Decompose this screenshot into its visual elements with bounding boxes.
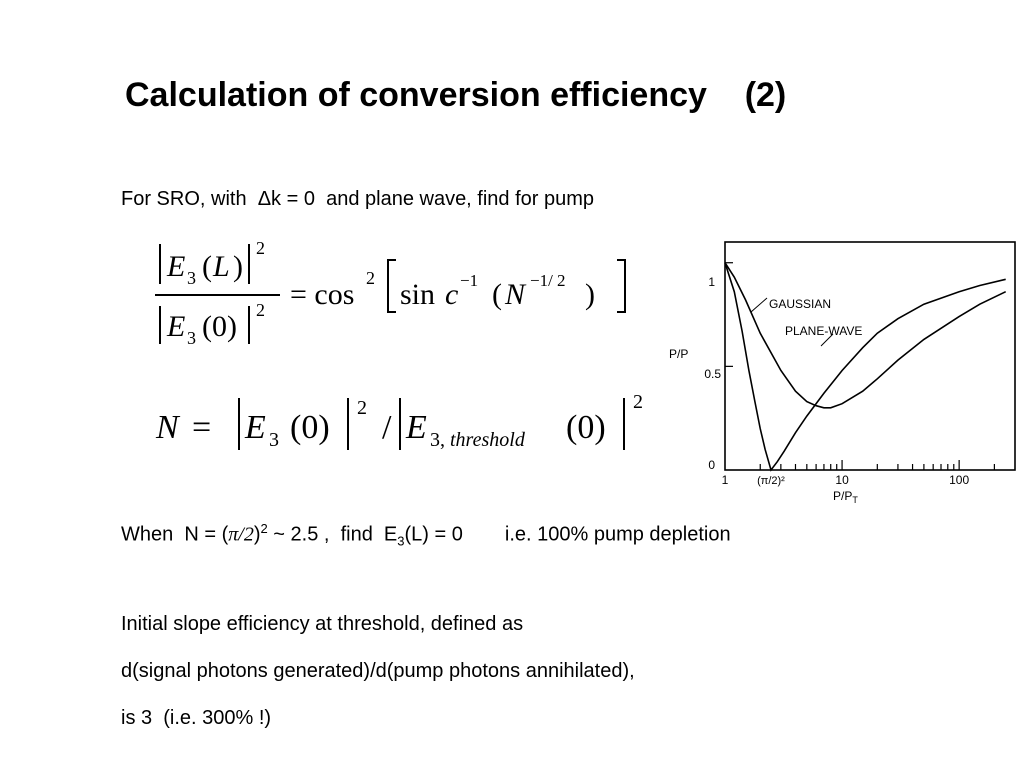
y-tick-label-1: 1 — [708, 275, 715, 289]
series-gaussian-line — [724, 262, 1007, 409]
svg-text:2: 2 — [366, 268, 375, 288]
svg-text:E: E — [244, 409, 266, 446]
svg-text:3: 3 — [187, 268, 196, 288]
svg-text:threshold: threshold — [450, 429, 526, 451]
svg-text:2: 2 — [256, 238, 265, 258]
svg-text:3: 3 — [187, 328, 196, 348]
eq1-numerator: E 3 ( L ) 2 — [159, 238, 265, 288]
legend-plane-wave: PLANE-WAVE — [785, 324, 862, 338]
svg-text:(: ( — [492, 278, 502, 311]
svg-text:L: L — [212, 250, 230, 283]
svg-text:=: = — [192, 409, 211, 446]
svg-text:N: N — [504, 278, 527, 311]
legend-gaussian: GAUSSIAN — [769, 297, 831, 311]
svg-text:N: N — [155, 409, 181, 446]
x-axis-label: P/PT — [833, 489, 858, 505]
slope-line-1: Initial slope efficiency at threshold, d… — [121, 613, 524, 635]
svg-text:2: 2 — [256, 300, 265, 320]
svg-text:c: c — [445, 278, 458, 311]
svg-text:(π/2)²: (π/2)² — [757, 475, 785, 487]
when-line: When N = (π/2)2 ~ 2.5 , find E3(L) = 0 i.… — [121, 521, 731, 549]
svg-text:(0): (0) — [290, 409, 330, 446]
x-tick-label-1: 1 — [722, 473, 729, 487]
svg-text:3,: 3, — [430, 429, 445, 451]
svg-text:−1: −1 — [460, 271, 478, 290]
y-tick-label-0.5: 0.5 — [704, 367, 721, 381]
svg-text:3: 3 — [269, 429, 279, 451]
svg-text:E: E — [405, 409, 427, 446]
svg-text:E: E — [166, 310, 185, 343]
svg-text:2: 2 — [357, 397, 367, 419]
svg-text:(0): (0) — [566, 409, 606, 446]
svg-text:(: ( — [202, 250, 212, 283]
efficiency-graph: GAUSSIAN PLANE-WAVE 1 0.5 0 P/P 1 (π/2)²… — [655, 232, 1021, 506]
eq1-rhs: = cos 2 sin c −1 ( N −1/ 2 ) — [290, 259, 626, 313]
svg-text:/: / — [382, 409, 392, 446]
x-tick-label-100: 100 — [949, 473, 969, 487]
eq1-denominator: E 3 (0) 2 — [159, 300, 265, 348]
slope-line-3: is 3 (i.e. 300% !) — [121, 707, 272, 729]
intro-text: For SRO, with Δk = 0 and plane wave, fin… — [121, 188, 595, 210]
svg-text:sin: sin — [400, 278, 435, 311]
series-plane-wave-line — [724, 262, 1006, 472]
equation-conversion: E 3 ( L ) 2 E 3 (0) 2 = cos 2 sin c −1 (… — [155, 238, 626, 348]
page-title: Calculation of conversion efficiency (2) — [125, 76, 787, 114]
svg-text:): ) — [233, 250, 243, 283]
x-tick-label-pi-half-squared: (π/2)² — [757, 475, 785, 487]
svg-text:2: 2 — [633, 391, 643, 413]
plot-frame — [724, 241, 1016, 471]
equation-n-definition: N = E 3 (0) 2 / E 3, threshold (0) 2 — [155, 391, 643, 451]
svg-text:(0): (0) — [202, 310, 237, 343]
svg-text:): ) — [585, 278, 595, 311]
svg-text:E: E — [166, 250, 185, 283]
slope-line-2: d(signal photons generated)/d(pump photo… — [121, 660, 635, 682]
pump-depletion-note: i.e. 100% pump depletion — [504, 523, 731, 546]
x-tick-label-10: 10 — [835, 473, 849, 487]
y-tick-label-0: 0 — [708, 458, 715, 472]
svg-text:−1/ 2: −1/ 2 — [530, 271, 566, 290]
svg-text:= cos: = cos — [290, 278, 354, 311]
y-axis-label: P/P — [669, 347, 688, 361]
